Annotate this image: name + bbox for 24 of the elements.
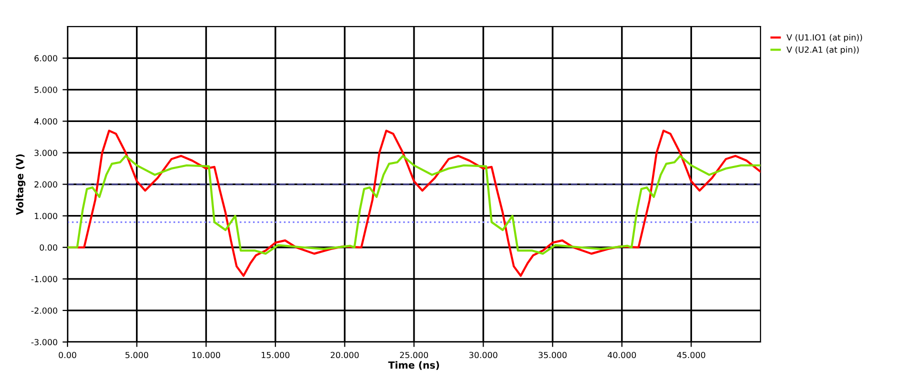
x-tick-label: 15.000 — [262, 352, 290, 358]
y-tick-label: 2.000 — [34, 181, 58, 188]
x-tick-label: 30.000 — [469, 352, 498, 358]
y-axis-title: Voltage (V) — [16, 154, 26, 216]
y-tick-label: -1.000 — [31, 276, 58, 282]
y-tick-label: -3.000 — [31, 338, 58, 346]
x-tick-label: 20.000 — [330, 352, 359, 358]
x-tick-label: 40.000 — [608, 352, 636, 358]
y-tick-label: 3.000 — [34, 150, 58, 156]
x-tick-label: 35.000 — [538, 352, 567, 358]
legend-label: V (U1.IO1 (at pin)) — [786, 34, 862, 42]
legend-label: V (U2.A1 (at pin)) — [786, 46, 859, 54]
x-tick-label: 25.000 — [400, 352, 428, 358]
y-tick-label: 6.000 — [34, 55, 58, 62]
y-tick-label: 5.000 — [34, 86, 58, 93]
x-tick-label: 0.00 — [58, 352, 76, 358]
x-tick-label: 45.000 — [677, 352, 706, 358]
x-tick-label: 5.000 — [126, 352, 148, 358]
x-tick-label: 10.000 — [192, 352, 220, 358]
y-tick-label: 0.00 — [40, 244, 58, 251]
x-axis-title: Time (ns) — [388, 361, 439, 370]
y-tick-label: 1.000 — [34, 212, 58, 220]
y-tick-label: 4.000 — [34, 118, 58, 125]
y-tick-label: -2.000 — [31, 307, 58, 314]
